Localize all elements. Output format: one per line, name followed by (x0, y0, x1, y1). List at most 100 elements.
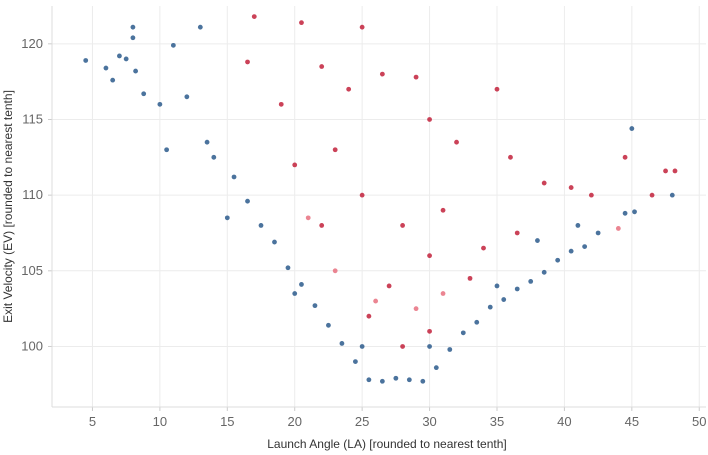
data-point (555, 257, 561, 263)
data-point (117, 53, 122, 59)
data-point (373, 298, 379, 304)
data-point (454, 139, 459, 145)
data-point (595, 230, 601, 236)
data-point (359, 344, 365, 349)
y-tick-label: 100 (21, 338, 43, 353)
data-point (568, 185, 574, 190)
data-point (427, 117, 432, 122)
data-point (285, 265, 291, 271)
data-point (440, 207, 446, 213)
data-point (487, 304, 493, 310)
data-point (299, 282, 304, 287)
data-point (672, 168, 678, 174)
x-tick-label: 30 (422, 414, 436, 429)
data-point (400, 223, 405, 228)
data-points (83, 14, 678, 384)
data-point (141, 91, 147, 97)
data-point (481, 245, 486, 251)
data-point (400, 344, 405, 349)
data-point (312, 303, 318, 309)
data-point (541, 180, 547, 186)
data-point (231, 174, 237, 180)
y-tick-label: 115 (22, 111, 43, 126)
tick-labels: 5 10 15 20 25 30 35 40 45 50 100 105 110 115 120 (21, 36, 706, 429)
data-point (110, 77, 116, 83)
data-point (669, 192, 675, 198)
data-point (103, 65, 109, 71)
data-point (541, 269, 547, 275)
data-point (339, 341, 345, 346)
data-point (278, 101, 284, 107)
data-point (157, 101, 163, 107)
x-tick-label: 5 (89, 414, 96, 429)
data-point (319, 223, 325, 228)
gridlines (52, 6, 706, 407)
data-point (366, 313, 372, 319)
data-point (494, 283, 500, 289)
data-point (83, 58, 89, 63)
data-point (535, 238, 540, 243)
data-point (379, 71, 385, 77)
data-point (588, 192, 594, 198)
data-point (292, 162, 298, 168)
data-point (575, 223, 581, 228)
x-tick-label: 15 (220, 414, 234, 429)
data-point (622, 154, 628, 160)
data-point (460, 330, 466, 336)
data-point (440, 291, 446, 296)
data-point (447, 347, 453, 352)
data-point (514, 230, 520, 236)
data-point (258, 223, 264, 228)
data-point (514, 286, 520, 292)
data-point (359, 192, 365, 198)
data-point (170, 42, 176, 48)
x-tick-label: 50 (692, 414, 706, 429)
data-point (433, 365, 439, 371)
axes (48, 6, 706, 411)
data-point (629, 126, 635, 131)
data-point (474, 319, 480, 325)
data-point (615, 226, 621, 231)
data-point (508, 154, 513, 160)
data-point (413, 74, 419, 80)
y-tick-label: 105 (21, 263, 43, 278)
data-point (386, 283, 392, 289)
data-point (420, 378, 426, 384)
data-point (632, 209, 637, 215)
data-point (427, 253, 432, 259)
data-point (467, 275, 473, 281)
y-tick-label: 120 (21, 36, 43, 51)
x-tick-label: 10 (153, 414, 167, 429)
data-point (427, 328, 432, 334)
data-point (184, 94, 190, 100)
data-point (346, 86, 352, 92)
data-point (224, 215, 230, 221)
data-point (245, 59, 250, 65)
data-point (359, 24, 365, 30)
x-tick-label: 35 (490, 414, 504, 429)
data-point (133, 68, 139, 74)
data-point (130, 24, 136, 30)
data-point (427, 344, 432, 349)
y-tick-label: 110 (22, 187, 43, 202)
data-point (211, 154, 217, 160)
data-point (501, 297, 507, 302)
data-point (568, 248, 574, 254)
x-tick-label: 25 (355, 414, 369, 429)
x-tick-label: 20 (287, 414, 301, 429)
data-point (251, 14, 257, 19)
data-point (305, 215, 311, 221)
x-tick-label: 45 (625, 414, 639, 429)
series-blue (83, 24, 675, 384)
data-point (245, 198, 250, 204)
data-point (326, 322, 331, 328)
data-point (299, 20, 304, 26)
data-point (164, 147, 170, 153)
data-point (528, 279, 534, 284)
data-point (130, 35, 136, 41)
data-point (622, 210, 628, 216)
data-point (393, 375, 399, 381)
data-point (204, 139, 210, 145)
data-point (272, 239, 277, 245)
